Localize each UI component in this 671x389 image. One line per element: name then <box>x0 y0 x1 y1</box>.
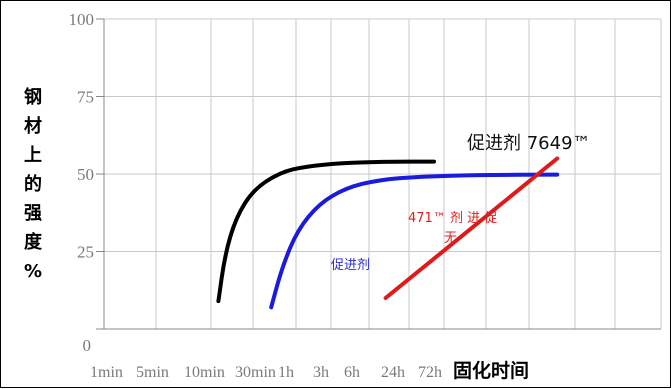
y-tick-labels: 0 25 50 75 100 <box>69 10 95 355</box>
series-lines <box>216 156 560 310</box>
x-tick-label: 1h <box>278 364 294 381</box>
series-line <box>383 156 560 300</box>
series-line <box>216 159 436 304</box>
y-axis-label-char: % <box>24 261 42 282</box>
y-axis-label-char: 材 <box>24 115 42 137</box>
x-tick-label: 1min <box>90 364 123 381</box>
y-axis-label-char: 上 <box>24 145 42 166</box>
grid <box>103 18 662 330</box>
annotation-red-line1: 471™ 剂 进 促 <box>408 211 497 226</box>
y-axis-label-char: 的 <box>24 173 42 195</box>
y-tick-label: 100 <box>69 10 95 29</box>
x-tick-label: 5min <box>136 364 169 381</box>
axes <box>96 18 661 330</box>
y-tick-label: 75 <box>77 88 94 107</box>
annotation-red-line2: 无 <box>444 231 457 246</box>
x-tick-label: 10min <box>184 364 225 381</box>
x-axis-label: 固化时间 <box>453 359 529 382</box>
y-axis-label-char: 强 <box>24 203 42 224</box>
x-tick-label: 30min <box>235 364 276 381</box>
x-tick-label: 72h <box>418 364 442 381</box>
x-tick-labels: 1min 5min 10min 30min 1h 3h 6h 24h 72h <box>90 364 442 381</box>
y-tick-label: 25 <box>77 243 94 262</box>
annotation-blue: 促进剂 <box>331 258 370 273</box>
x-tick-label: 6h <box>344 364 360 381</box>
x-tick-label: 24h <box>381 364 405 381</box>
y-axis-label-char: 钢 <box>24 86 42 108</box>
annotation-black: 促进剂 7649™ <box>467 133 591 154</box>
series-line <box>269 172 560 310</box>
y-tick-label: 0 <box>83 336 92 355</box>
y-axis-label-char: 度 <box>24 231 43 253</box>
y-tick-label: 50 <box>77 165 94 184</box>
x-tick-label: 3h <box>313 364 329 381</box>
